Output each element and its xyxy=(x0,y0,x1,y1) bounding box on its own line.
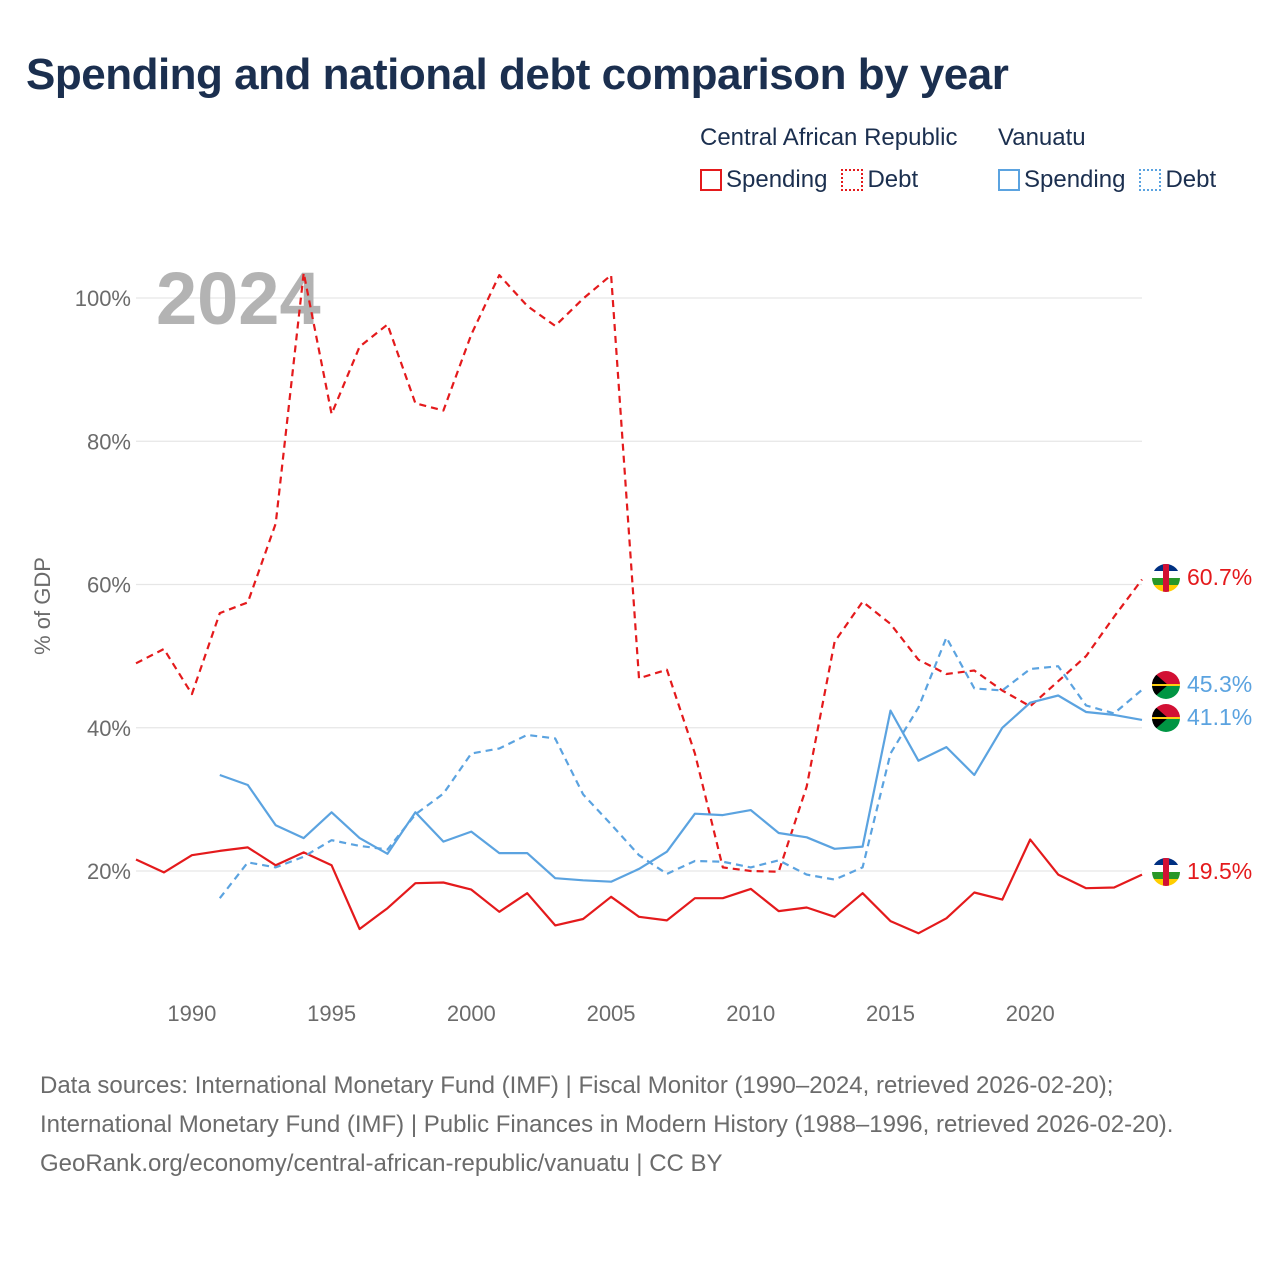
x-tick-label: 2020 xyxy=(1006,1001,1055,1026)
chart-title: Spending and national debt comparison by… xyxy=(26,50,1009,99)
end-label-vut-debt: 45.3% xyxy=(1187,671,1252,697)
x-tick-label: 2000 xyxy=(447,1001,496,1026)
x-tick-label: 1990 xyxy=(167,1001,216,1026)
vanuatu-flag-icon xyxy=(1152,671,1180,699)
end-label-car-debt: 60.7% xyxy=(1187,564,1252,590)
central-african-republic-spending-line[interactable] xyxy=(135,838,1143,935)
end-label-car-spending: 19.5% xyxy=(1187,858,1252,884)
dotted-line-swatch-icon xyxy=(841,169,864,191)
legend-item-label: Spending xyxy=(726,166,828,193)
legend-group-central-african-republic: Central African Republic Spending Debt xyxy=(700,124,957,194)
y-tick-label: 40% xyxy=(87,716,131,741)
legend-item-label: Debt xyxy=(867,166,919,193)
central-african-republic-debt-line[interactable] xyxy=(135,271,1143,873)
credit-link[interactable]: GeoRank.org/economy/central-african-repu… xyxy=(40,1150,723,1177)
legend-item-label: Debt xyxy=(1165,166,1217,193)
y-tick-label: 100% xyxy=(75,286,131,311)
y-tick-label: 20% xyxy=(87,859,131,884)
legend-item-label: Spending xyxy=(1024,166,1126,193)
legend-country-label: Vanuatu xyxy=(998,124,1086,151)
x-tick-label: 1995 xyxy=(307,1001,356,1026)
chart-footer: Data sources: International Monetary Fun… xyxy=(40,1066,1240,1183)
legend-item-car-debt[interactable]: Debt xyxy=(841,166,918,194)
legend-item-vut-spending[interactable]: Spending xyxy=(998,166,1125,194)
legend-country-label: Central African Republic xyxy=(700,124,958,151)
y-axis-label: % of GDP xyxy=(30,557,55,655)
vanuatu-flag-icon xyxy=(1152,704,1180,732)
data-sources-text: Data sources: International Monetary Fun… xyxy=(40,1072,1174,1138)
legend-item-vut-debt[interactable]: Debt xyxy=(1139,166,1216,194)
central-african-republic-flag-icon xyxy=(1152,564,1180,592)
solid-line-swatch-icon xyxy=(700,169,722,191)
legend-item-car-spending[interactable]: Spending xyxy=(700,166,827,194)
line-chart: 2024 20% 40% 60% 80% 100% 1990 1995 2000 2005 201… xyxy=(30,257,1252,1026)
vanuatu-spending-line[interactable] xyxy=(219,694,1143,883)
solid-line-swatch-icon xyxy=(998,169,1020,191)
y-tick-label: 60% xyxy=(87,573,131,598)
legend-group-vanuatu: Vanuatu Spending Debt xyxy=(998,124,1216,194)
dotted-line-swatch-icon xyxy=(1139,169,1162,191)
x-tick-label: 2015 xyxy=(866,1001,915,1026)
vanuatu-debt-line[interactable] xyxy=(218,636,1143,899)
y-tick-label: 80% xyxy=(87,429,131,454)
x-tick-label: 2010 xyxy=(726,1001,775,1026)
central-african-republic-flag-icon xyxy=(1152,858,1180,886)
x-tick-label: 2005 xyxy=(587,1001,636,1026)
year-watermark: 2024 xyxy=(156,257,321,340)
end-label-vut-spending: 41.1% xyxy=(1187,704,1252,730)
